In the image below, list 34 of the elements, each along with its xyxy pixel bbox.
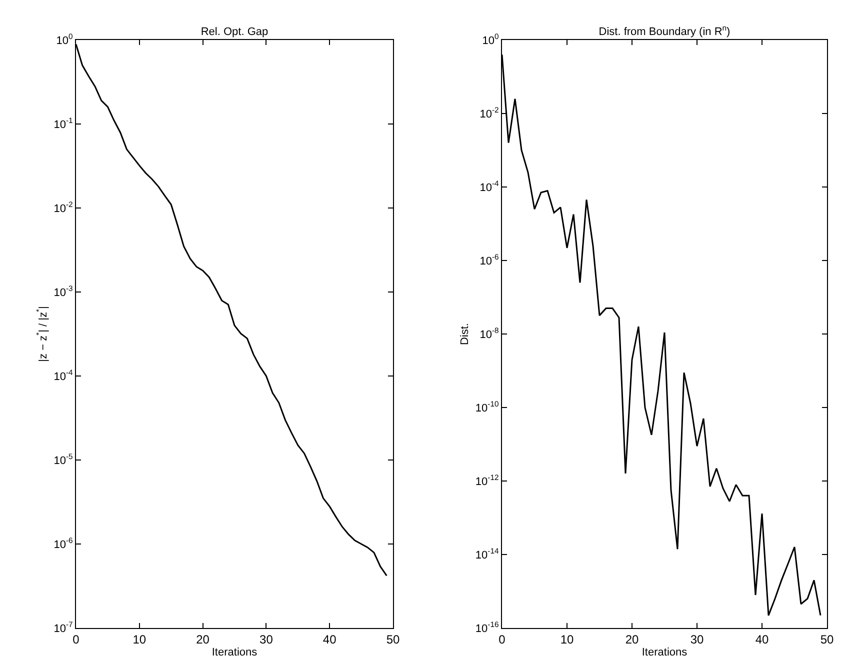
y-tick-label: 10$^{-5}$ <box>54 452 73 467</box>
chart-title: Dist. from Boundary (in R$^{n}$) <box>598 23 730 38</box>
x-tick-label: 40 <box>755 632 769 646</box>
y-tick-label: 10$^{-1}$ <box>54 116 73 131</box>
y-tick-label: 10$^{-6}$ <box>54 536 73 551</box>
y-tick-label: 10$^{-2}$ <box>480 106 499 120</box>
x-tick-label: 30 <box>690 632 704 646</box>
x-tick-label: 20 <box>625 632 639 646</box>
x-tick-label: 0 <box>498 632 506 646</box>
y-tick-label: 10$^{-6}$ <box>480 252 499 268</box>
x-tick-label: 40 <box>322 632 337 646</box>
y-tick-label: 10$^{-3}$ <box>54 284 73 299</box>
x-tick-label: 50 <box>386 632 400 646</box>
y-tick-label: 10$^{-10}$ <box>475 400 499 414</box>
x-tick-label: 20 <box>196 632 210 646</box>
y-tick-label: 10$^{-4}$ <box>54 368 74 383</box>
x-axis-title: Iterations <box>642 646 688 659</box>
chart-title: Rel. Opt. Gap <box>200 26 268 38</box>
x-tick-label: 50 <box>820 632 834 646</box>
y-tick-label: 10$^{-14}$ <box>475 546 500 562</box>
x-tick-label: 30 <box>260 632 274 646</box>
y-tick-label: 10$^{0}$ <box>482 32 499 47</box>
y-tick-label: 10$^{0}$ <box>56 32 73 47</box>
y-axis-title: Dist. <box>459 323 472 345</box>
x-tick-label: 10 <box>132 632 146 646</box>
y-tick-label: 10$^{-7}$ <box>54 620 73 635</box>
x-tick-label: 0 <box>72 632 80 646</box>
y-tick-label: 10$^{-16}$ <box>475 620 499 635</box>
y-tick-label: 10$^{-2}$ <box>54 200 73 215</box>
x-axis-title: Iterations <box>212 646 258 659</box>
y-tick-label: 10$^{-8}$ <box>480 326 499 341</box>
x-tick-label: 10 <box>560 632 574 646</box>
y-tick-label: 10$^{-12}$ <box>475 473 499 488</box>
y-tick-label: 10$^{-4}$ <box>480 179 500 194</box>
